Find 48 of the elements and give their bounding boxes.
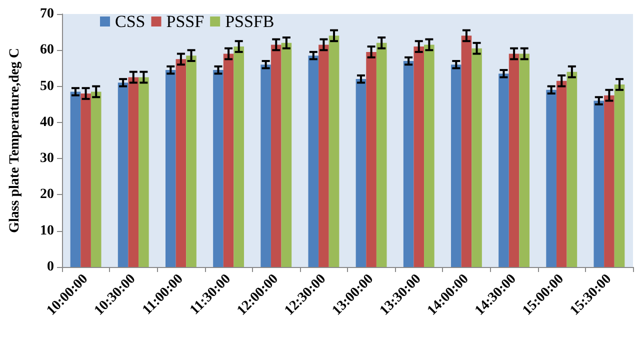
bar — [80, 94, 91, 267]
bar — [472, 48, 482, 267]
bar — [70, 92, 81, 267]
bar — [128, 77, 139, 267]
bar — [176, 59, 186, 267]
bar — [186, 56, 196, 267]
bar — [270, 44, 282, 267]
y-tick-label: 0 — [47, 260, 54, 274]
legend-label: PSSF — [166, 12, 204, 31]
bar — [376, 42, 387, 267]
bar — [519, 54, 530, 267]
bar — [424, 44, 434, 267]
bar — [556, 80, 567, 267]
bar — [566, 72, 578, 267]
y-axis-title: Glass plate Temperature,deg C — [8, 48, 22, 233]
y-tick-label: 40 — [40, 114, 54, 130]
bar — [223, 54, 234, 267]
y-tick-label: 20 — [40, 187, 54, 202]
bar — [594, 100, 604, 267]
bar — [318, 44, 329, 267]
legend-label: CSS — [115, 12, 146, 31]
bar — [498, 74, 509, 267]
bar — [546, 90, 556, 267]
bar — [260, 64, 271, 267]
bar — [308, 56, 319, 267]
bar — [118, 82, 128, 267]
legend-label: PSSFB — [225, 12, 274, 31]
bar — [281, 42, 292, 267]
bar — [403, 60, 414, 267]
bar — [450, 64, 462, 267]
bar — [138, 77, 149, 267]
bar — [604, 95, 614, 267]
bar — [90, 92, 102, 267]
bar — [461, 36, 472, 267]
bar — [356, 79, 366, 267]
bar — [508, 54, 520, 267]
bar — [414, 46, 424, 267]
y-tick-label: 50 — [40, 78, 54, 94]
bar — [614, 84, 625, 267]
bar — [366, 52, 376, 267]
y-tick-label: 30 — [40, 151, 54, 166]
y-tick-label: 10 — [40, 223, 54, 238]
bar — [213, 70, 224, 267]
y-tick-label: 70 — [40, 6, 54, 22]
bar — [165, 70, 176, 267]
bar — [234, 46, 244, 267]
y-tick-label: 60 — [40, 42, 54, 58]
bar — [328, 36, 340, 267]
